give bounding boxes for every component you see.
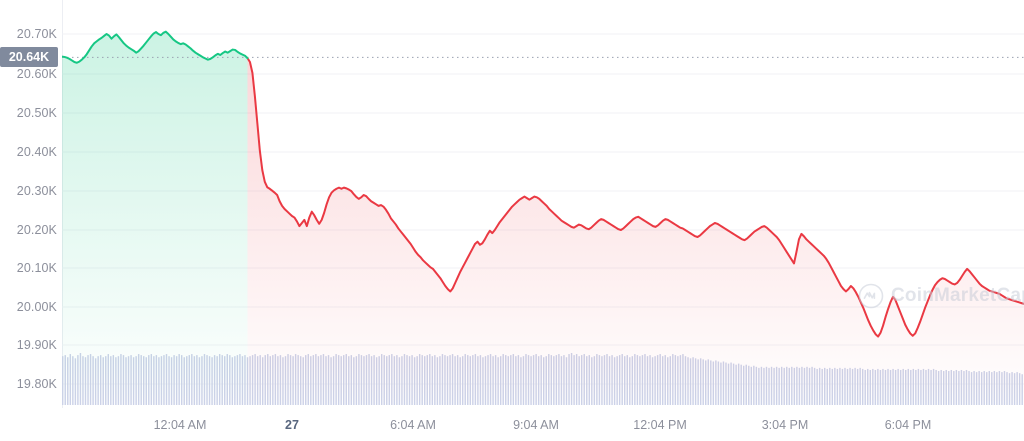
y-axis-tick-label: 19.90K [16,338,57,352]
price-line-svg [62,30,1024,408]
y-axis-tick-label: 20.50K [16,106,57,120]
x-axis-tick-label: 9:04 AM [513,418,559,432]
x-axis-tick-label: 12:04 PM [633,418,687,432]
x-axis-tick-label: 3:04 PM [761,418,809,432]
y-axis-tick-label: 20.40K [16,145,57,159]
price-line-up [62,30,249,64]
y-axis-tick-label: 20.10K [16,261,57,275]
price-line-down [246,57,1024,338]
plot-area[interactable]: CoinMarketCap [62,0,1024,408]
y-axis-current-price-badge: 20.64K [0,47,58,67]
price-area-up [62,31,248,408]
y-axis-tick-label: 19.80K [16,377,57,391]
x-axis-tick-label: 6:04 PM [884,418,932,432]
y-axis-tick-label: 20.20K [16,223,57,237]
y-axis-tick-label: 20.30K [16,184,57,198]
x-axis: 12:04 AM 27 6:04 AM 9:04 AM 12:04 PM 3:04 PM 6… [0,408,1024,441]
y-axis: 20.70K 20.64K 20.60K 20.50K 20.40K 20.30K 20.2… [0,0,62,441]
y-axis-tick-label: 20.60K [16,67,57,81]
price-area-down [247,58,1024,408]
y-axis-tick-label: 20.70K [16,27,57,41]
y-axis-tick-label: 20.00K [16,300,57,314]
x-axis-tick-label: 12:04 AM [153,418,207,432]
x-axis-tick-label: 6:04 AM [390,418,436,432]
x-axis-tick-label: 27 [285,418,299,432]
